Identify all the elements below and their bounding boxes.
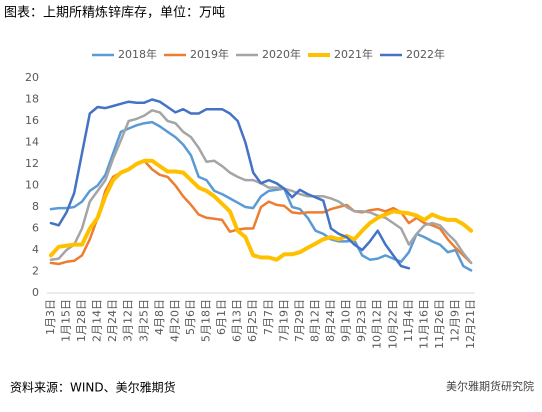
x-tick-label: 6月13日 bbox=[231, 299, 244, 342]
y-tick-label: 0 bbox=[32, 286, 39, 299]
x-tick-label: 2月14日 bbox=[91, 299, 104, 342]
y-tick-label: 14 bbox=[25, 136, 39, 149]
x-tick-label: 9月23日 bbox=[355, 299, 368, 342]
watermark: 美尔雅期货研究院 bbox=[446, 379, 534, 393]
x-tick-label: 5月18日 bbox=[200, 299, 213, 342]
x-tick-label: 7月7日 bbox=[262, 299, 275, 335]
y-tick-label: 12 bbox=[25, 157, 39, 170]
x-tick-label: 1月3日 bbox=[44, 299, 57, 335]
y-tick-label: 18 bbox=[25, 93, 39, 106]
x-tick-label: 11月16日 bbox=[417, 299, 430, 349]
x-tick-label: 3月25日 bbox=[137, 299, 150, 342]
x-tick-label: 6月1日 bbox=[215, 299, 228, 335]
y-tick-label: 20 bbox=[25, 71, 39, 84]
x-tick-label: 9月10日 bbox=[340, 299, 353, 342]
x-tick-label: 6月25日 bbox=[246, 299, 259, 342]
legend-label: 2021年 bbox=[334, 47, 373, 61]
y-tick-label: 6 bbox=[32, 222, 39, 235]
legend-label: 2022年 bbox=[406, 47, 445, 61]
legend-label: 2020年 bbox=[262, 47, 301, 61]
x-tick-label: 4月8日 bbox=[153, 299, 166, 335]
x-tick-label: 7月29日 bbox=[293, 299, 306, 342]
legend-label: 2019年 bbox=[190, 47, 229, 61]
x-tick-label: 2月24日 bbox=[106, 299, 119, 342]
x-tick-label: 1月15日 bbox=[59, 299, 72, 342]
y-tick-label: 8 bbox=[32, 200, 39, 213]
x-tick-label: 10月12日 bbox=[371, 299, 384, 349]
legend-label: 2018年 bbox=[118, 47, 157, 61]
y-tick-label: 4 bbox=[32, 243, 39, 256]
y-tick-label: 16 bbox=[25, 114, 39, 127]
x-tick-label: 12月21日 bbox=[464, 299, 477, 349]
series-line bbox=[48, 158, 474, 262]
source: 资料来源：WIND、美尔雅期货 bbox=[10, 380, 176, 395]
y-tick-label: 2 bbox=[32, 265, 39, 278]
x-tick-label: 10月22日 bbox=[386, 299, 399, 349]
x-tick-label: 3月12日 bbox=[122, 299, 135, 342]
x-tick-label: 8月24日 bbox=[324, 299, 337, 342]
x-tick-label: 5月6日 bbox=[184, 299, 197, 335]
chart-title: 图表：上期所精炼锌库存，单位：万吨 bbox=[4, 5, 225, 21]
x-tick-label: 8月12日 bbox=[308, 299, 321, 342]
x-tick-label: 12月9日 bbox=[449, 299, 462, 342]
x-tick-label: 1月28日 bbox=[75, 299, 88, 342]
series-line bbox=[49, 98, 411, 270]
x-tick-label: 4月20日 bbox=[168, 299, 181, 342]
y-tick-label: 10 bbox=[25, 179, 39, 192]
x-tick-label: 11月26日 bbox=[433, 299, 446, 349]
series-line bbox=[49, 120, 473, 272]
x-tick-label: 7月19日 bbox=[277, 299, 290, 342]
x-tick-label: 11月4日 bbox=[402, 299, 415, 342]
series-line bbox=[49, 109, 473, 265]
